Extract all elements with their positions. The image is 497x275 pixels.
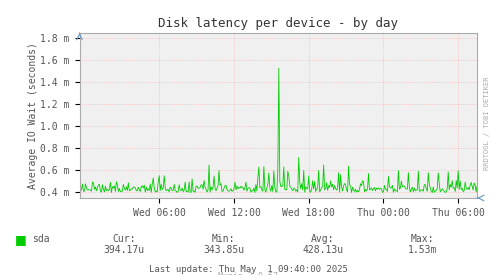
Title: Disk latency per device - by day: Disk latency per device - by day [159, 17, 398, 31]
Text: Last update: Thu May  1 09:40:00 2025: Last update: Thu May 1 09:40:00 2025 [149, 265, 348, 274]
Text: 428.13u: 428.13u [303, 245, 343, 255]
Text: 394.17u: 394.17u [104, 245, 145, 255]
Text: Cur:: Cur: [112, 234, 136, 244]
Text: RRDTOOL / TOBI OETIKER: RRDTOOL / TOBI OETIKER [484, 77, 490, 170]
Text: 1.53m: 1.53m [408, 245, 437, 255]
Y-axis label: Average IO Wait (seconds): Average IO Wait (seconds) [28, 42, 38, 189]
Text: Max:: Max: [411, 234, 434, 244]
Text: sda: sda [32, 234, 50, 244]
Text: 343.85u: 343.85u [203, 245, 244, 255]
Text: Munin 2.0.67: Munin 2.0.67 [219, 272, 278, 275]
Text: ■: ■ [15, 233, 27, 246]
Text: Avg:: Avg: [311, 234, 335, 244]
Text: Min:: Min: [212, 234, 236, 244]
